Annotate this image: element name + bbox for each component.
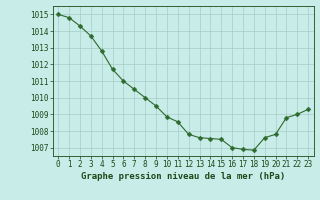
X-axis label: Graphe pression niveau de la mer (hPa): Graphe pression niveau de la mer (hPa) [81,172,285,181]
